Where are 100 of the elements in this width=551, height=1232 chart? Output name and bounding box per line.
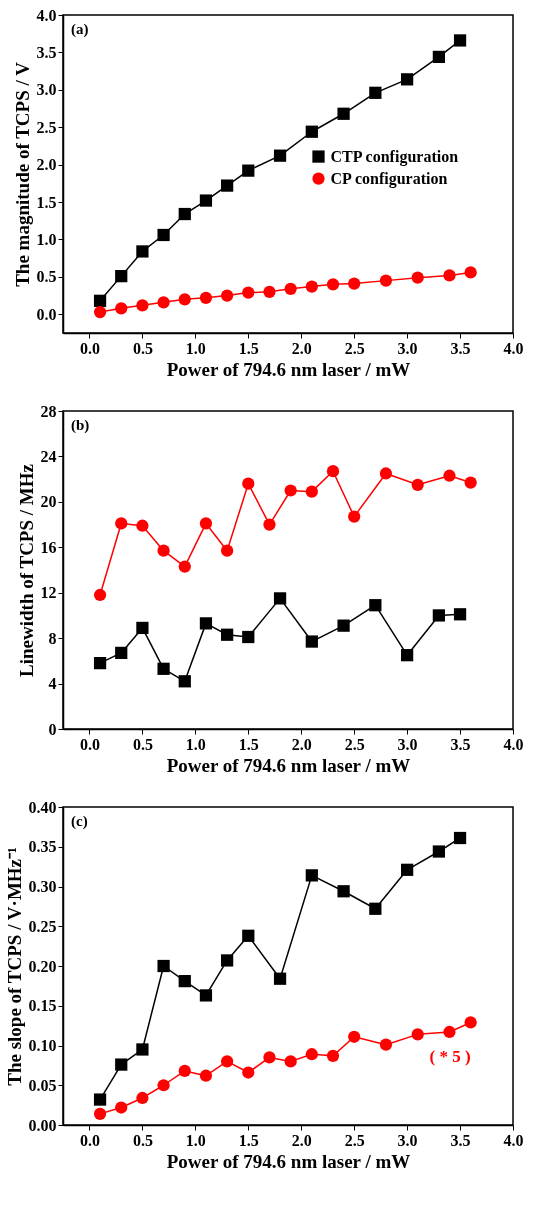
x-tick-label: 1.0 (185, 735, 206, 753)
x-axis-title: Power of 794.6 nm laser / mW (166, 754, 411, 776)
point (337, 619, 350, 632)
x-tick-label: 2.0 (291, 735, 312, 753)
y-tick-label: 0.30 (28, 878, 57, 895)
point (93, 294, 107, 307)
point (136, 621, 149, 635)
point (115, 302, 128, 315)
x-tick-label: 1.0 (185, 339, 206, 357)
point (178, 560, 191, 573)
y-tick-label: 0.15 (28, 997, 57, 1015)
point (369, 86, 382, 99)
point (220, 289, 234, 302)
point (453, 831, 467, 845)
x-tick-label: 4.0 (503, 735, 524, 753)
y-tick-label: 0.05 (28, 1076, 57, 1094)
point (305, 280, 318, 293)
chart-title: (a) (71, 21, 89, 38)
point (411, 1028, 424, 1041)
y-tick-label: 0.20 (28, 957, 57, 975)
point (199, 989, 213, 1002)
point (284, 484, 297, 497)
x-tick-label: 0.0 (79, 1131, 100, 1149)
point (432, 609, 446, 622)
x-tick-label: 0.5 (132, 735, 153, 753)
y-tick-label: 0.0 (36, 305, 57, 323)
y-tick-label: 3.5 (36, 43, 57, 61)
x-tick-label: 2.0 (291, 339, 312, 357)
x-tick-label: 2.5 (344, 339, 365, 357)
point (432, 845, 446, 858)
x-tick-label: 4.0 (503, 339, 524, 357)
point (115, 1058, 128, 1071)
point (178, 293, 191, 306)
point (273, 972, 287, 985)
point (453, 608, 467, 621)
y-tick-label: 0.10 (28, 1037, 57, 1054)
point (263, 518, 276, 531)
point (305, 1048, 318, 1061)
point (157, 662, 170, 675)
point (326, 465, 340, 478)
point (220, 628, 234, 641)
x-tick-label: 0.5 (132, 1131, 153, 1149)
point (199, 194, 213, 207)
y-axis-title: The slope of TCPS / V·MHz⁻¹ (3, 847, 25, 1086)
x-tick-label: 0.0 (79, 735, 100, 753)
point (199, 291, 213, 304)
y-tick-label: 8 (48, 629, 57, 647)
point (305, 635, 318, 648)
point (400, 649, 414, 662)
y-tick-label: 16 (40, 538, 57, 556)
y-tick-label: 0.5 (36, 268, 57, 286)
x-tick-label: 1.5 (238, 735, 259, 753)
point (242, 630, 255, 644)
point (273, 149, 287, 162)
y-axis-title: The magnitude of TCPS / V (11, 61, 33, 287)
x-axis-title: Power of 794.6 nm laser / mW (166, 1150, 411, 1172)
point (432, 50, 446, 64)
point (115, 646, 128, 660)
point (199, 517, 213, 530)
x-tick-label: 3.0 (397, 339, 418, 357)
point (348, 510, 361, 523)
x-tick-label: 1.5 (238, 339, 259, 357)
point (220, 1055, 234, 1068)
point (464, 266, 477, 279)
point (115, 517, 128, 530)
y-tick-label: 1.5 (36, 193, 57, 211)
y-tick-label: 0.35 (28, 838, 57, 856)
legend-label: CTP configuration (330, 147, 459, 166)
x-tick-label: 4.0 (503, 1131, 524, 1149)
point (326, 1049, 340, 1062)
annotation: ( * 5 ) (429, 1046, 471, 1066)
x-tick-label: 0.0 (79, 339, 100, 357)
y-tick-label: 0.40 (28, 798, 57, 816)
y-tick-label: 0 (48, 720, 57, 738)
y-tick-label: 4 (48, 675, 57, 693)
point (136, 1091, 149, 1105)
x-tick-label: 3.0 (397, 735, 418, 753)
point (220, 179, 234, 192)
point (199, 1069, 213, 1082)
point (400, 863, 414, 876)
point (115, 1101, 128, 1114)
y-tick-label: 1.0 (36, 230, 57, 248)
point (136, 245, 149, 258)
point (400, 73, 414, 86)
point (337, 107, 350, 120)
point (242, 1066, 255, 1079)
point (326, 278, 340, 291)
x-tick-label: 2.5 (344, 735, 365, 753)
y-tick-label: 0.00 (28, 1116, 57, 1134)
point (443, 269, 456, 282)
point (369, 599, 382, 612)
point (157, 959, 170, 973)
x-tick-label: 1.0 (185, 1131, 206, 1149)
point (348, 277, 361, 290)
point (379, 467, 393, 480)
point (369, 902, 382, 915)
y-tick-label: 2.5 (36, 118, 57, 136)
point (242, 164, 255, 177)
point (305, 485, 318, 498)
point (157, 1079, 170, 1092)
